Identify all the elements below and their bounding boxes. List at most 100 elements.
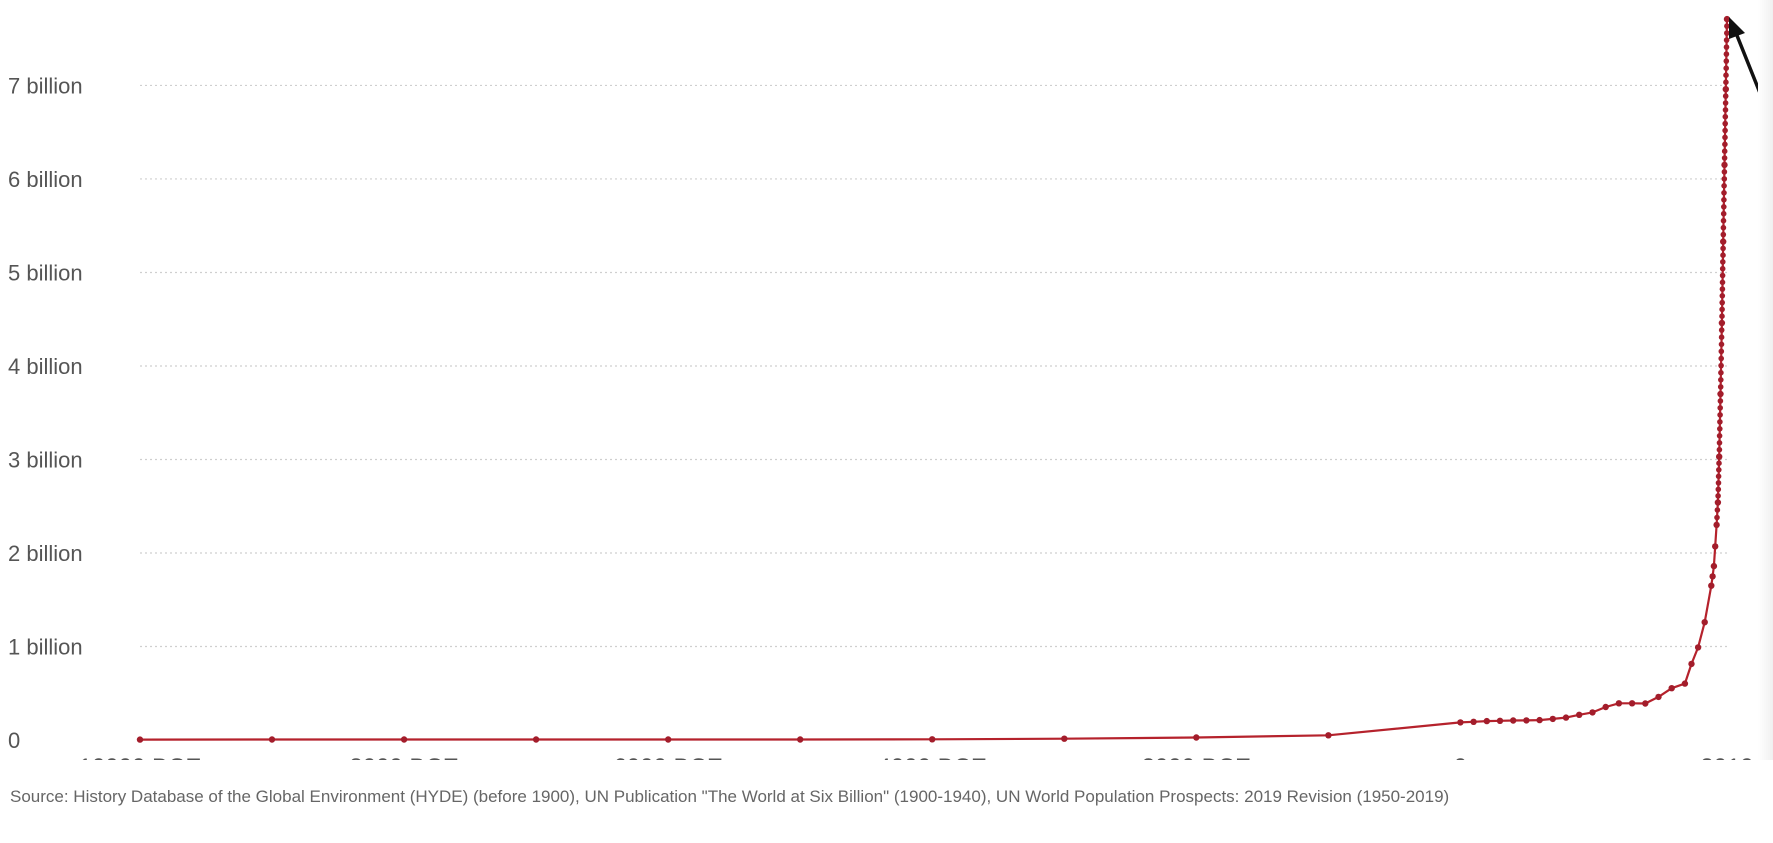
data-point xyxy=(1642,700,1649,707)
y-tick-label: 7 billion xyxy=(8,73,83,98)
population-line-chart: 0 1 billion 2 billion 3 billion 4 billion 5 b… xyxy=(8,15,1773,760)
data-point xyxy=(1719,265,1726,272)
data-point xyxy=(1723,37,1730,43)
y-axis-tick-labels: 0 1 billion 2 billion 3 billion 4 billion 5 b… xyxy=(8,73,83,753)
data-point xyxy=(1719,286,1726,292)
data-point xyxy=(1723,58,1730,64)
data-point xyxy=(1717,412,1723,418)
data-point xyxy=(1193,734,1200,741)
y-tick-label: 2 billion xyxy=(8,541,83,566)
data-point xyxy=(1722,86,1730,93)
y-tick-label: 5 billion xyxy=(8,260,83,285)
data-point xyxy=(1721,190,1727,196)
data-point xyxy=(1720,224,1727,231)
data-point xyxy=(1717,384,1724,390)
data-point xyxy=(1712,543,1719,550)
y-tick-label: 0 xyxy=(8,728,20,753)
data-point xyxy=(1717,398,1724,404)
data-point xyxy=(1722,134,1728,141)
data-point xyxy=(1720,238,1727,245)
data-point xyxy=(1721,169,1728,175)
data-point xyxy=(1720,245,1726,252)
data-point xyxy=(1716,453,1723,460)
grid-lines xyxy=(140,84,1727,648)
data-point xyxy=(1715,473,1722,480)
data-point xyxy=(665,736,672,743)
data-point xyxy=(1628,700,1636,707)
data-point xyxy=(1615,700,1623,707)
data-point xyxy=(1720,210,1727,217)
data-point xyxy=(1718,377,1724,383)
data-point xyxy=(1722,100,1729,106)
data-point xyxy=(1061,735,1068,742)
data-point xyxy=(1716,446,1723,453)
data-point xyxy=(1718,334,1725,341)
x-tick-label: 10000 BCE xyxy=(79,754,202,760)
data-point xyxy=(1718,348,1725,355)
data-point xyxy=(1720,217,1727,224)
data-point xyxy=(1715,493,1721,499)
data-point xyxy=(1722,93,1729,99)
data-point xyxy=(1688,660,1695,668)
x-tick-label: 2000 BCE xyxy=(1142,754,1251,760)
data-point xyxy=(1470,718,1477,725)
data-point xyxy=(1694,644,1702,651)
data-point xyxy=(1589,709,1596,716)
right-edge-shadow xyxy=(1758,0,1773,760)
data-point xyxy=(1723,15,1731,23)
data-point xyxy=(268,736,276,743)
data-point xyxy=(1668,685,1675,692)
data-point xyxy=(1721,148,1728,154)
data-point xyxy=(1714,514,1720,521)
data-point xyxy=(1721,155,1728,161)
data-point xyxy=(929,736,936,743)
data-point xyxy=(1724,23,1730,29)
population-series xyxy=(136,15,1731,743)
data-point xyxy=(1719,279,1726,286)
data-point xyxy=(1723,65,1729,71)
data-point xyxy=(532,736,540,743)
x-tick-label: 0 xyxy=(1454,754,1467,760)
data-point xyxy=(1714,499,1722,506)
data-point xyxy=(1715,480,1722,486)
data-point xyxy=(1719,299,1725,306)
data-point xyxy=(1718,319,1726,327)
x-tick-label: 6000 BCE xyxy=(613,754,722,760)
data-point xyxy=(1717,419,1723,425)
data-point xyxy=(1721,204,1727,210)
y-tick-label: 1 billion xyxy=(8,634,83,659)
x-tick-label: 2019 xyxy=(1700,754,1753,760)
data-point xyxy=(1716,467,1722,473)
data-point xyxy=(1536,716,1543,724)
data-point xyxy=(1716,440,1723,446)
data-point xyxy=(1722,127,1728,134)
data-point xyxy=(1718,355,1724,362)
data-point xyxy=(1655,693,1662,701)
data-point xyxy=(1721,183,1727,189)
annotation-arrowhead xyxy=(1729,17,1745,39)
data-point xyxy=(1715,486,1722,493)
data-point xyxy=(1722,120,1728,127)
data-point xyxy=(1713,521,1720,529)
data-point xyxy=(1549,715,1557,723)
data-point xyxy=(1723,72,1729,78)
y-tick-label: 3 billion xyxy=(8,447,83,472)
data-point xyxy=(1719,306,1725,313)
data-point xyxy=(1457,719,1464,726)
data-point xyxy=(400,736,408,743)
data-point xyxy=(1719,313,1725,320)
data-point xyxy=(1709,573,1716,580)
data-point xyxy=(1719,272,1726,279)
data-point xyxy=(1716,433,1723,439)
data-point xyxy=(1510,717,1517,724)
data-point xyxy=(1719,293,1726,299)
data-point xyxy=(1714,507,1721,513)
data-point xyxy=(1710,562,1718,570)
x-tick-label: 8000 BCE xyxy=(349,754,458,760)
data-point xyxy=(1721,197,1727,203)
data-point xyxy=(1723,79,1729,85)
data-point xyxy=(1718,327,1725,333)
data-point xyxy=(1722,113,1729,120)
data-point xyxy=(1701,619,1708,626)
data-point xyxy=(1720,259,1726,265)
